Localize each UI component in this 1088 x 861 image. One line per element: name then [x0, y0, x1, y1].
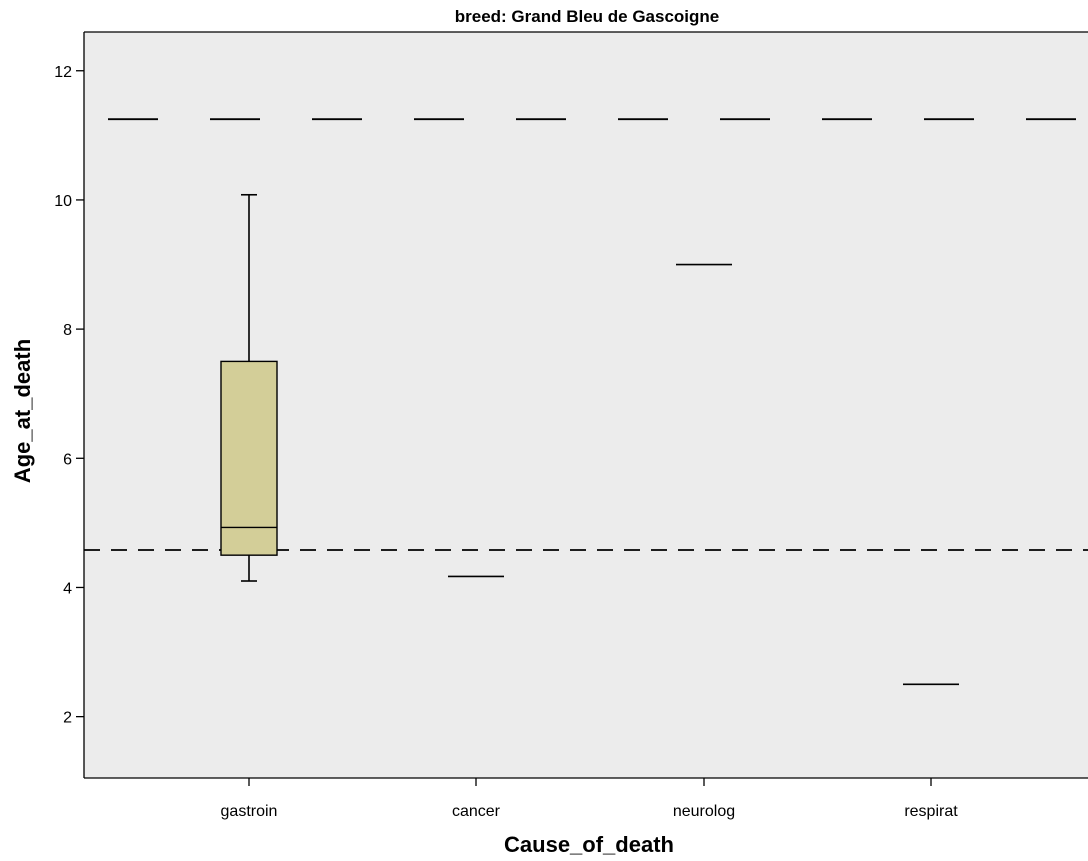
boxes-layer: [220, 193, 959, 686]
y-tick-label-6: 6: [63, 451, 72, 468]
box-group-gastroin: [220, 193, 278, 582]
x-axis-ticks: gastroin cancer neurolog respirat: [221, 778, 958, 820]
chart-title: breed: Grand Bleu de Gascoigne: [455, 7, 720, 26]
x-tick-label-respirat: respirat: [904, 803, 958, 820]
y-axis-ticks: 2 4 6 8 10 12: [54, 64, 84, 727]
y-tick-label-4: 4: [63, 580, 72, 597]
y-tick-label-12: 12: [54, 64, 72, 81]
x-tick-label-cancer: cancer: [452, 803, 501, 820]
y-tick-label-8: 8: [63, 322, 72, 339]
x-tick-label-neurolog: neurolog: [673, 803, 735, 820]
x-axis-label: Cause_of_death: [504, 832, 674, 857]
box-gastroin: [220, 360, 278, 556]
x-tick-label-gastroin: gastroin: [221, 803, 278, 820]
y-tick-label-2: 2: [63, 710, 72, 727]
y-tick-label-10: 10: [54, 193, 72, 210]
y-axis-label: Age_at_death: [10, 339, 35, 483]
